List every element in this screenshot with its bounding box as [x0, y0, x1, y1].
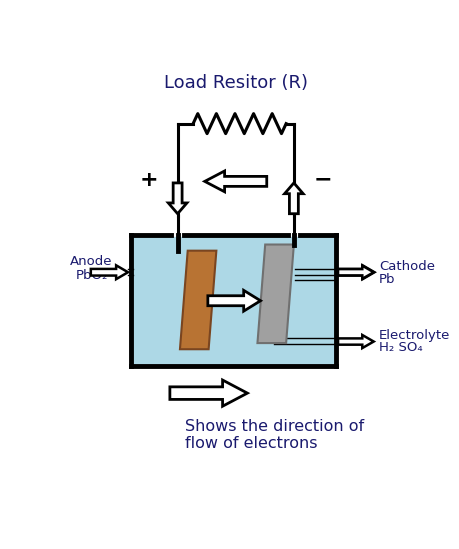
- Polygon shape: [168, 183, 186, 214]
- Polygon shape: [204, 171, 266, 192]
- Polygon shape: [207, 290, 260, 311]
- Polygon shape: [284, 183, 302, 214]
- Text: −: −: [313, 170, 331, 190]
- Bar: [132, 237, 334, 365]
- Polygon shape: [169, 380, 247, 406]
- Text: Shows the direction of: Shows the direction of: [185, 419, 364, 434]
- Polygon shape: [337, 266, 373, 279]
- Text: flow of electrons: flow of electrons: [185, 436, 317, 451]
- Polygon shape: [257, 244, 293, 343]
- Polygon shape: [179, 251, 216, 349]
- Text: Load Resitor (R): Load Resitor (R): [163, 74, 307, 92]
- Text: Cathode: Cathode: [378, 260, 434, 273]
- Text: Pb: Pb: [378, 273, 395, 287]
- Text: PbO₂: PbO₂: [75, 269, 107, 282]
- Text: +: +: [140, 170, 158, 190]
- Text: H₂ SO₄: H₂ SO₄: [378, 341, 422, 354]
- Polygon shape: [336, 265, 374, 279]
- Polygon shape: [337, 335, 373, 348]
- Text: Electrolyte: Electrolyte: [378, 329, 449, 342]
- Text: Anode: Anode: [70, 255, 112, 268]
- Polygon shape: [90, 265, 128, 279]
